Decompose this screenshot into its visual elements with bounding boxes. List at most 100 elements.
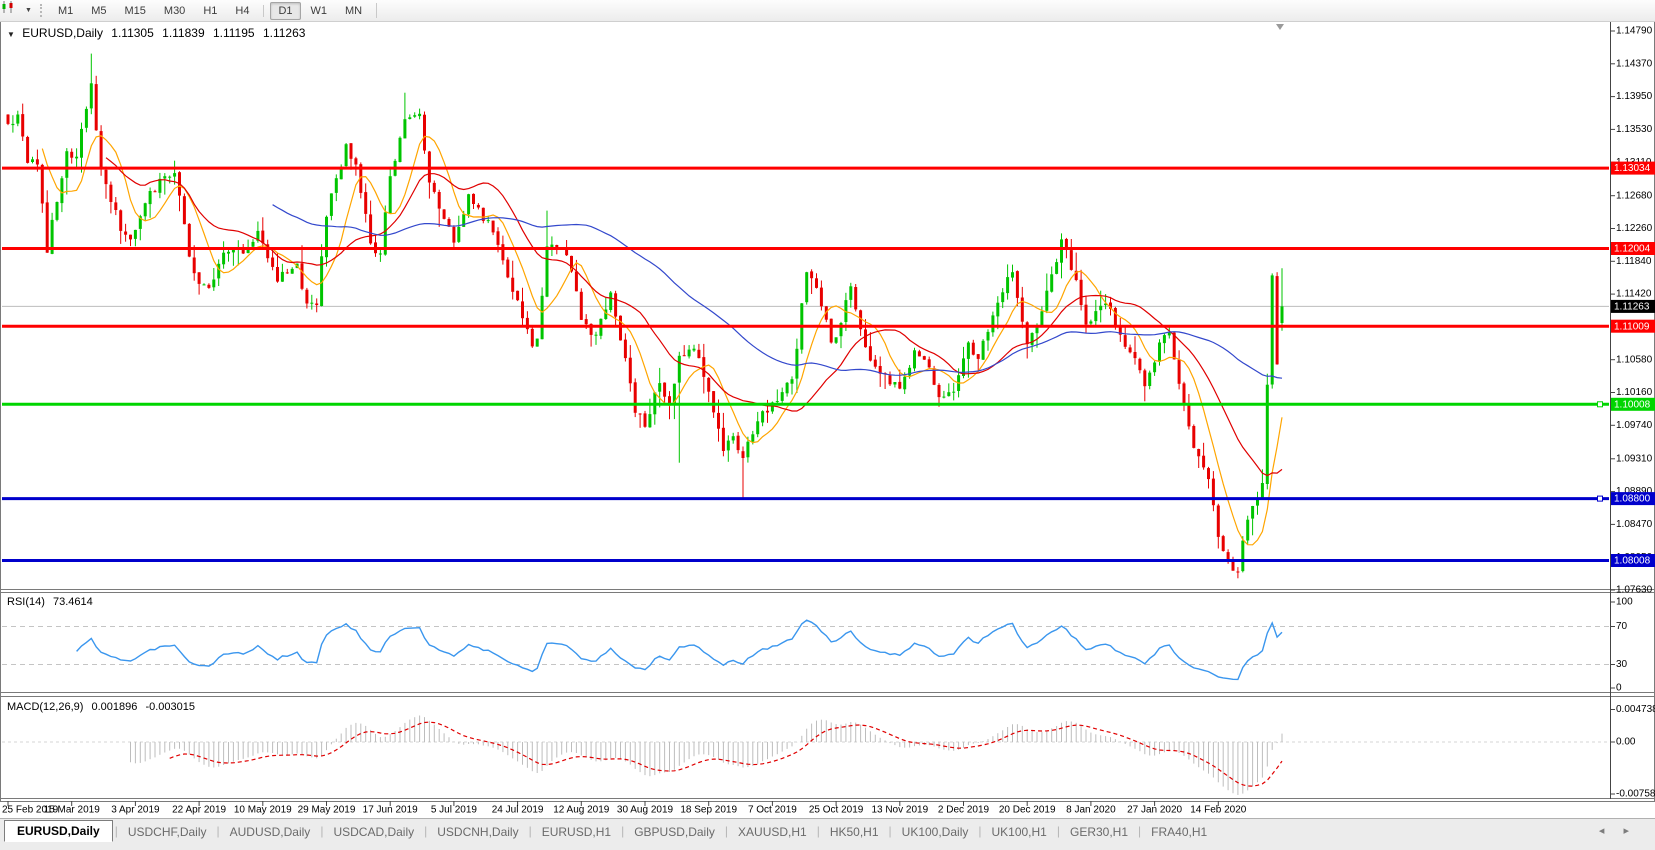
symbol-tab-bar: EURUSD,Daily | USDCHF,Daily | AUDUSD,Daily | U… — [0, 818, 1655, 850]
tab-scroll-right-icon[interactable]: ▸ — [1623, 825, 1637, 837]
timeframe-button-mn[interactable]: MN — [345, 4, 363, 17]
symbol-tab-ger30-h1[interactable]: GER30,H1 — [1069, 825, 1129, 839]
tab-separator: | — [1056, 824, 1060, 838]
svg-text:1.08800: 1.08800 — [1614, 494, 1651, 505]
main-price-panel[interactable] — [2, 53, 1610, 579]
chart-expand-caret[interactable]: ▼ — [7, 30, 15, 39]
svg-text:1.09740: 1.09740 — [1616, 420, 1653, 431]
svg-text:1.11263: 1.11263 — [1614, 302, 1650, 313]
svg-text:24 Jul 2019: 24 Jul 2019 — [492, 805, 544, 816]
timeframe-button-m15[interactable]: M15 — [124, 4, 146, 17]
svg-text:25 Feb 2019: 25 Feb 2019 — [2, 805, 59, 816]
symbol-tab-hk50-h1[interactable]: HK50,H1 — [829, 825, 879, 839]
svg-text:1.12004: 1.12004 — [1614, 244, 1651, 255]
timeframe-button-m5[interactable]: M5 — [91, 4, 107, 17]
symbol-tab-fra40-h1[interactable]: FRA40,H1 — [1151, 825, 1208, 839]
svg-text:3 Apr 2019: 3 Apr 2019 — [111, 805, 160, 816]
toolbar-separator — [263, 4, 265, 17]
tab-scroll-left-icon[interactable]: ◂ — [1598, 825, 1613, 837]
svg-text:1.10580: 1.10580 — [1616, 354, 1653, 365]
chart-symbol-label: EURUSD,Daily — [22, 26, 103, 40]
quote-low: 1.11195 — [212, 26, 255, 40]
period-icon[interactable] — [2, 1, 23, 18]
quote-high: 1.11839 — [162, 26, 205, 40]
svg-text:1.10008: 1.10008 — [1614, 399, 1651, 410]
toolbar-separator — [376, 3, 378, 18]
tab-separator: | — [216, 824, 220, 838]
svg-text:5 Jul 2019: 5 Jul 2019 — [431, 805, 478, 816]
svg-text:8 Jan 2020: 8 Jan 2020 — [1066, 805, 1116, 816]
svg-text:-0.007584: -0.007584 — [1616, 789, 1655, 800]
svg-text:0: 0 — [1616, 683, 1622, 694]
svg-text:1.08890: 1.08890 — [1616, 486, 1653, 497]
quote-open: 1.11305 — [111, 26, 154, 40]
rsi-value: 73.4614 — [52, 596, 93, 608]
tab-separator: | — [1138, 824, 1142, 838]
svg-text:70: 70 — [1616, 621, 1628, 632]
tab-separator: | — [978, 824, 982, 838]
svg-text:1.14370: 1.14370 — [1616, 58, 1653, 69]
symbol-tab-eurusd-h1[interactable]: EURUSD,H1 — [541, 825, 612, 839]
tab-separator: | — [888, 824, 892, 838]
chart-shift-marker[interactable] — [1276, 24, 1284, 30]
macd-main-value: 0.001896 — [91, 701, 138, 713]
symbol-tab-gbpusd-daily[interactable]: GBPUSD,Daily — [634, 825, 715, 839]
svg-text:29 May 2019: 29 May 2019 — [298, 805, 356, 816]
svg-text:0.004738: 0.004738 — [1616, 704, 1655, 715]
macd-indicator-label: MACD(12,26,9) 0.001896 -0.003015 — [7, 701, 195, 713]
tab-separator: | — [114, 824, 118, 838]
svg-text:12 Aug 2019: 12 Aug 2019 — [553, 805, 610, 816]
symbol-tab-usdcnh-daily[interactable]: USDCNH,Daily — [437, 825, 519, 839]
svg-text:15 Mar 2019: 15 Mar 2019 — [44, 805, 101, 816]
svg-text:1.12680: 1.12680 — [1616, 190, 1653, 201]
rsi-panel[interactable] — [2, 619, 1610, 681]
macd-name: MACD(12,26,9) — [7, 701, 84, 713]
svg-text:1.11009: 1.11009 — [1614, 321, 1650, 332]
svg-text:27 Jan 2020: 27 Jan 2020 — [1127, 805, 1182, 816]
svg-text:0.00: 0.00 — [1616, 737, 1636, 748]
timeframe-button-w1[interactable]: W1 — [310, 4, 328, 17]
symbol-tab-usdchf-daily[interactable]: USDCHF,Daily — [127, 825, 207, 839]
svg-text:1.11840: 1.11840 — [1616, 256, 1652, 267]
tab-separator: | — [621, 824, 625, 838]
svg-text:10 May 2019: 10 May 2019 — [234, 805, 292, 816]
svg-text:100: 100 — [1616, 597, 1633, 608]
svg-text:1.14790: 1.14790 — [1616, 26, 1653, 37]
symbol-tab-usdcad-daily[interactable]: USDCAD,Daily — [333, 825, 415, 839]
timeframe-button-d1[interactable]: D1 — [270, 1, 301, 20]
timeframe-button-h4[interactable]: H4 — [235, 4, 250, 17]
rsi-name: RSI(14) — [7, 596, 45, 608]
symbol-tab-audusd-daily[interactable]: AUDUSD,Daily — [229, 825, 311, 839]
svg-text:1.07630: 1.07630 — [1616, 585, 1653, 596]
timeframe-button-m30[interactable]: M30 — [163, 4, 186, 17]
svg-text:1.13950: 1.13950 — [1616, 91, 1653, 102]
svg-text:1.09310: 1.09310 — [1616, 453, 1653, 464]
timeframe-buttons: M1 M5 M15 M30 H1 H4 D1 W1 MN — [49, 1, 371, 20]
toolbar-grip[interactable] — [39, 4, 42, 17]
symbol-tab-eurusd-daily[interactable]: EURUSD,Daily — [4, 820, 113, 842]
symbol-tab-uk100-h1[interactable]: UK100,H1 — [991, 825, 1047, 839]
timeframe-button-m1[interactable]: M1 — [57, 4, 74, 17]
tab-separator: | — [424, 824, 428, 838]
symbol-tab-uk100-daily[interactable]: UK100,Daily — [901, 825, 969, 839]
quote-close: 1.11263 — [262, 26, 306, 40]
period-dropdown-caret[interactable]: ▼ — [25, 7, 32, 14]
tab-separator: | — [816, 824, 820, 838]
tab-scroll-arrows: ◂ ▸ — [1599, 824, 1637, 837]
svg-text:30: 30 — [1616, 659, 1628, 670]
svg-text:1.11420: 1.11420 — [1616, 289, 1652, 300]
macd-panel[interactable] — [2, 715, 1610, 796]
svg-text:25 Oct 2019: 25 Oct 2019 — [809, 805, 864, 816]
tab-separator: | — [320, 824, 324, 838]
timeframe-button-h1[interactable]: H1 — [203, 4, 218, 17]
price-axis[interactable]: 1.147901.143701.139501.135301.131101.126… — [1610, 26, 1655, 596]
svg-text:14 Feb 2020: 14 Feb 2020 — [1190, 805, 1247, 816]
macd-axis[interactable]: 0.004738 0.00 -0.007584 — [1610, 704, 1655, 800]
rsi-axis[interactable]: 100 70 30 0 — [1610, 597, 1633, 694]
symbol-tab-xauusd-h1[interactable]: XAUUSD,H1 — [738, 825, 807, 839]
svg-text:1.12260: 1.12260 — [1616, 223, 1653, 234]
svg-text:13 Nov 2019: 13 Nov 2019 — [871, 805, 928, 816]
